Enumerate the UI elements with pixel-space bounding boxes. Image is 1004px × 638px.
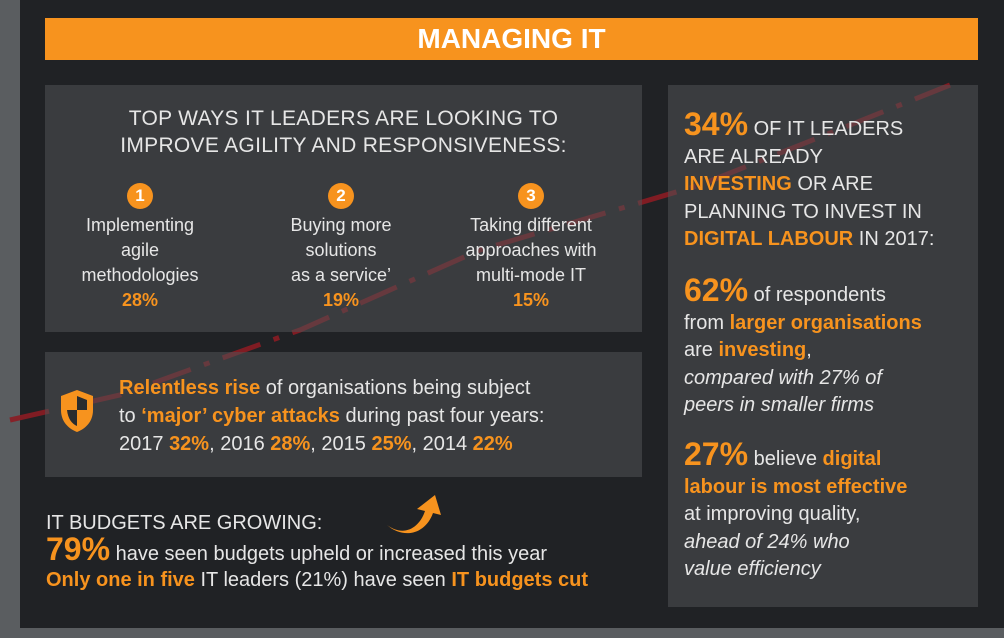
agility-item-2: 2 Buying more solutions as a service’ 19% bbox=[246, 183, 436, 313]
digital-p1-b: ARE ALREADY bbox=[684, 145, 823, 168]
digital-p2-b: from bbox=[684, 311, 730, 334]
digital-p1-pct: 34% bbox=[684, 106, 749, 142]
digital-p3-c: labour is most effective bbox=[684, 475, 908, 498]
cyber-v1: 32% bbox=[169, 433, 210, 455]
digital-labour-stat-2: 62% of respondents from larger organisat… bbox=[684, 274, 922, 420]
digital-p1-d: OR ARE bbox=[791, 173, 873, 195]
agility-items-2-l3: multi-mode IT bbox=[475, 265, 587, 285]
digital-p1-c: INVESTING bbox=[684, 173, 792, 195]
shield-icon bbox=[61, 390, 93, 432]
budget-heading: IT BUDGETS ARE GROWING: bbox=[46, 512, 323, 534]
agility-items-1-l1: Buying more bbox=[290, 215, 392, 235]
cyber-t3: during past four years: bbox=[339, 405, 545, 427]
digital-labour-stat-1: 34% OF IT LEADERS ARE ALREADY INVESTING … bbox=[684, 108, 935, 254]
budgets-text: IT BUDGETS ARE GROWING: 79% have seen bu… bbox=[46, 510, 588, 593]
digital-p2-a: of respondents bbox=[748, 284, 886, 306]
agility-items-1-l2: solutions bbox=[305, 240, 377, 260]
digital-p3-a: believe bbox=[748, 448, 823, 470]
digital-p3-b: digital bbox=[822, 448, 882, 470]
cyber-attacks-text: Relentless rise of organisations being s… bbox=[119, 374, 544, 458]
digital-p2-h: peers in smaller firms bbox=[684, 394, 875, 416]
agility-items-2-num: 3 bbox=[518, 183, 544, 209]
digital-p1-f: DIGITAL LABOUR bbox=[684, 228, 854, 250]
cyber-h1: Relentless rise bbox=[119, 377, 261, 399]
digital-p3-f: value efficiency bbox=[684, 558, 821, 580]
agility-items-0-pct: 28% bbox=[121, 290, 159, 310]
agility-heading_line2: IMPROVE AGILITY AND RESPONSIVENESS: bbox=[120, 134, 567, 157]
digital-p2-g: compared with 27% of bbox=[684, 366, 882, 389]
cyber-t2: to bbox=[119, 405, 142, 427]
digital-p2-c: larger organisations bbox=[729, 311, 922, 334]
cyber-y2: , 2016 bbox=[209, 433, 271, 455]
agility-item-3: 3 Taking different approaches with multi-m… bbox=[436, 183, 626, 313]
cyber-t1: of organisations being subject bbox=[260, 377, 531, 399]
digital-p3-e: ahead of 24% who bbox=[684, 530, 850, 553]
digital-labour-stat-3: 27% believe digital labour is most effec… bbox=[684, 438, 908, 584]
budget-h2: IT budgets cut bbox=[451, 569, 589, 591]
agility-box: TOP WAYS IT LEADERS ARE LOOKING TO IMPROV… bbox=[45, 85, 642, 332]
digital-p3-pct: 27% bbox=[684, 436, 749, 472]
cyber-v4: 22% bbox=[472, 433, 513, 455]
budget-t2: IT leaders (21%) have seen bbox=[194, 569, 452, 591]
agility-items-0-num: 1 bbox=[127, 183, 153, 209]
budget-t1: have seen budgets upheld or increased th… bbox=[110, 543, 547, 565]
upward-arrow-icon bbox=[387, 495, 441, 534]
cyber-attacks-box: Relentless rise of organisations being s… bbox=[45, 352, 642, 477]
cyber-v2: 28% bbox=[270, 433, 311, 455]
agility-items-2-pct: 15% bbox=[512, 290, 550, 310]
cyber-y4: , 2014 bbox=[411, 433, 473, 455]
section-title-banner: MANAGING IT bbox=[45, 18, 978, 60]
budget-pct: 79% bbox=[46, 531, 111, 567]
cyber-h2: ‘major’ cyber attacks bbox=[141, 405, 340, 427]
agility-items-2-l1: Taking different bbox=[470, 215, 592, 235]
cyber-y3: , 2015 bbox=[310, 433, 372, 455]
cyber-y1: 2017 bbox=[119, 433, 170, 455]
agility-heading_line1: TOP WAYS IT LEADERS ARE LOOKING TO bbox=[128, 107, 559, 130]
section-title: MANAGING IT bbox=[417, 23, 606, 54]
agility-item-1: 1 Implementing agile methodologies 28% bbox=[45, 183, 235, 313]
digital-p2-f: , bbox=[806, 339, 812, 361]
digital-p2-e: investing bbox=[718, 339, 807, 361]
digital-p2-pct: 62% bbox=[684, 272, 749, 308]
agility-items-0-l2: agile bbox=[120, 240, 160, 260]
digital-p1-g: IN 2017: bbox=[853, 228, 935, 250]
cyber-v3: 25% bbox=[371, 433, 412, 455]
digital-p1-e: PLANNING TO INVEST IN bbox=[684, 200, 922, 223]
digital-p2-d: are bbox=[684, 339, 719, 361]
agility-items-2-l2: approaches with bbox=[465, 240, 597, 260]
budget-h1: Only one in five bbox=[46, 569, 195, 591]
agility-items-1-pct: 19% bbox=[322, 290, 360, 310]
agility-items-1-l3: as a service’ bbox=[290, 265, 392, 285]
digital-labour-box: 34% OF IT LEADERS ARE ALREADY INVESTING … bbox=[668, 85, 978, 607]
agility-items-0-l3: methodologies bbox=[81, 265, 199, 285]
agility-items-0-l1: Implementing bbox=[85, 215, 195, 235]
digital-p1-a: OF IT LEADERS bbox=[748, 118, 904, 140]
agility-items-1-num: 2 bbox=[328, 183, 354, 209]
agility-heading: TOP WAYS IT LEADERS ARE LOOKING TO IMPROV… bbox=[45, 105, 642, 159]
digital-p3-d: at improving quality, bbox=[684, 503, 861, 525]
